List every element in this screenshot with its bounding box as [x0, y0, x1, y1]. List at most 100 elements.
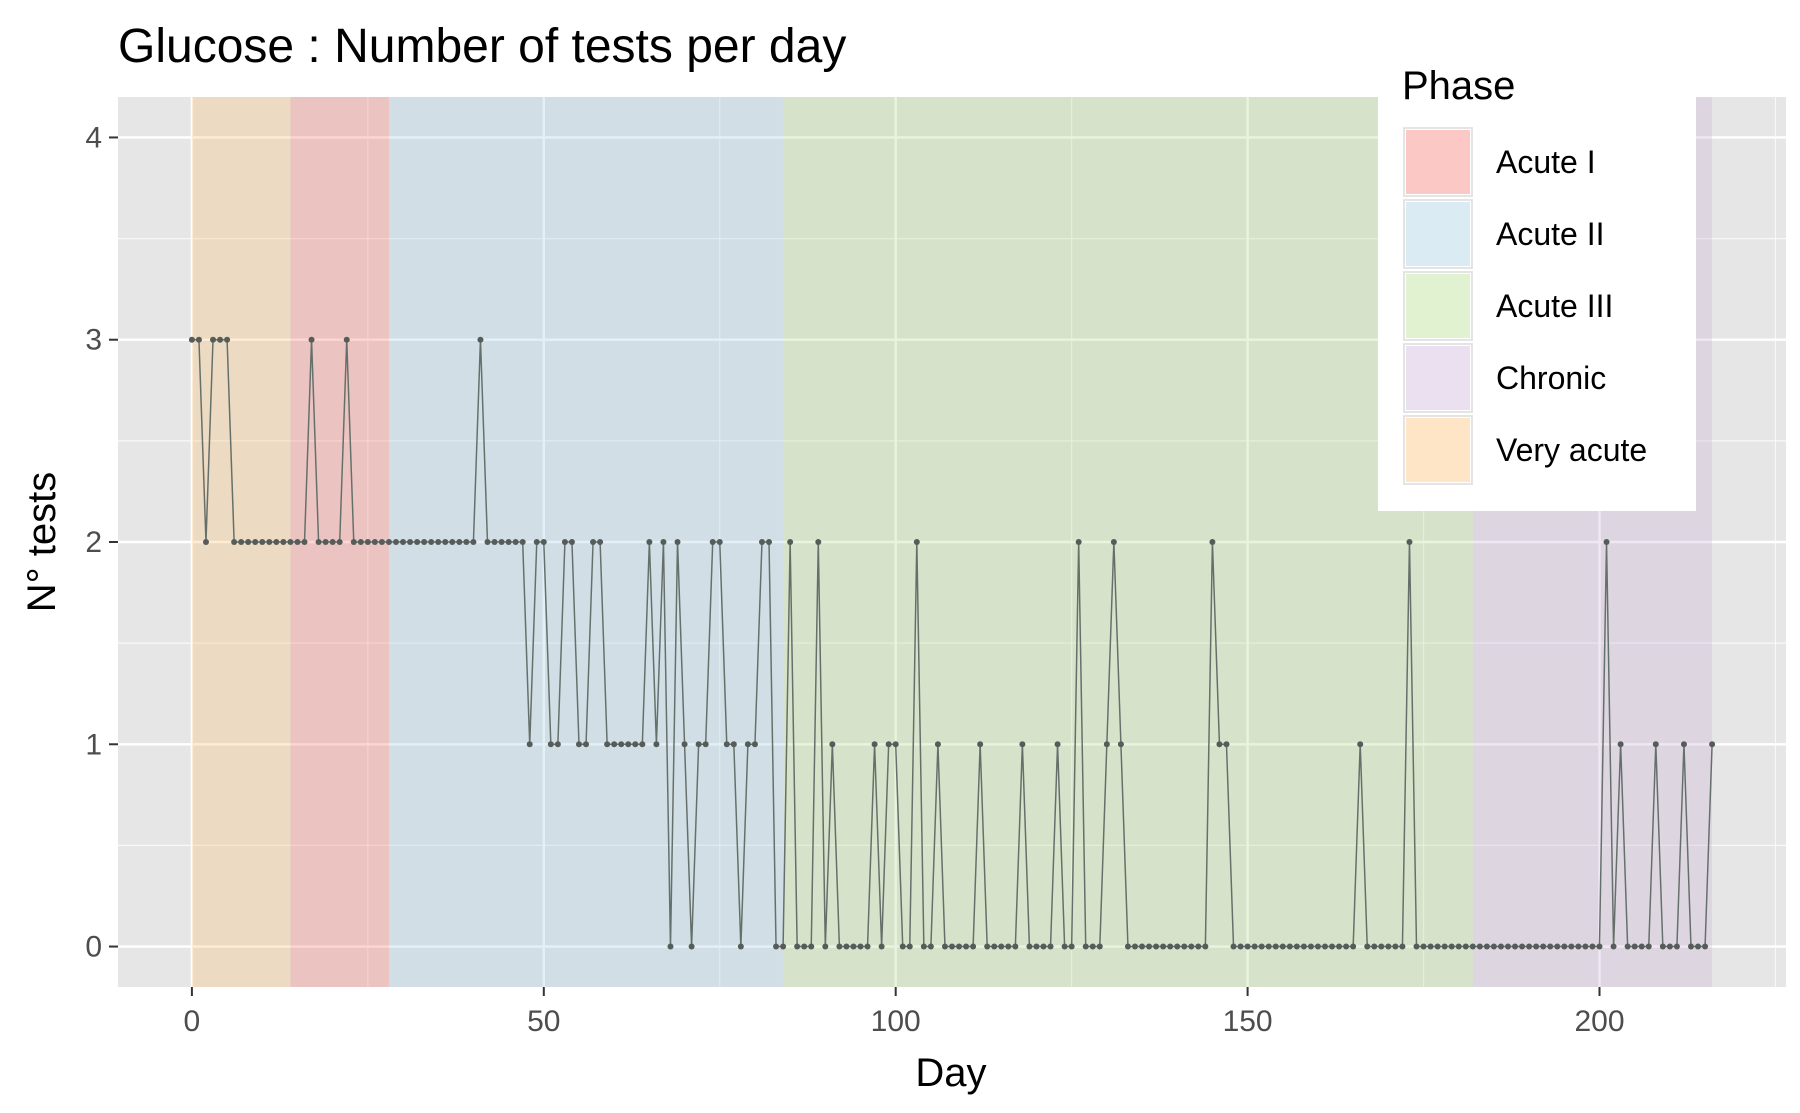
- legend-key-swatch: [1406, 130, 1470, 194]
- data-point: [1512, 943, 1519, 950]
- data-point: [1385, 943, 1392, 950]
- x-tick-label: 50: [527, 1005, 560, 1038]
- data-point: [1490, 943, 1497, 950]
- data-point: [350, 539, 357, 545]
- data-point: [688, 943, 695, 950]
- data-point: [364, 539, 371, 545]
- legend-key-swatch: [1406, 346, 1470, 410]
- data-point: [1026, 943, 1033, 950]
- data-point: [1124, 943, 1131, 950]
- data-point: [1075, 539, 1082, 545]
- data-point: [1160, 943, 1167, 950]
- data-point: [815, 539, 822, 545]
- data-point: [1709, 741, 1716, 748]
- legend-label: Chronic: [1496, 360, 1606, 396]
- data-point: [1673, 943, 1680, 950]
- legend-key-border: [1403, 343, 1473, 413]
- data-point: [435, 539, 442, 545]
- legend-key-border: [1403, 199, 1473, 269]
- data-point: [1279, 943, 1286, 950]
- data-point: [1505, 943, 1511, 950]
- data-point: [1117, 741, 1124, 748]
- data-point: [1223, 741, 1230, 748]
- data-point: [632, 741, 639, 748]
- legend: Phase Acute I Acute II Acute III Chronic Very…: [1378, 55, 1696, 511]
- data-point: [773, 943, 780, 950]
- data-point: [758, 539, 765, 545]
- data-point: [505, 539, 512, 545]
- data-point: [1575, 943, 1582, 950]
- data-point: [378, 539, 385, 545]
- data-point: [1695, 943, 1702, 950]
- x-tick-label: 150: [1223, 1005, 1273, 1038]
- data-point: [1237, 943, 1244, 950]
- data-point: [1434, 943, 1441, 950]
- data-point: [1096, 943, 1103, 950]
- data-point: [407, 539, 414, 545]
- legend-key-swatch: [1406, 202, 1470, 266]
- data-point: [1082, 943, 1089, 950]
- data-point: [294, 539, 301, 545]
- data-point: [1153, 943, 1160, 950]
- data-point: [1103, 741, 1110, 748]
- data-point: [829, 741, 836, 748]
- data-point: [1624, 943, 1631, 950]
- data-point: [1265, 943, 1272, 950]
- data-point: [477, 336, 484, 343]
- data-point: [210, 336, 217, 343]
- data-point: [934, 741, 941, 748]
- data-point: [1617, 741, 1624, 748]
- y-tick-label: 3: [85, 324, 102, 357]
- legend-label: Very acute: [1496, 432, 1647, 468]
- data-point: [998, 943, 1005, 950]
- data-point: [618, 741, 625, 748]
- legend-key-border: [1403, 415, 1473, 485]
- data-point: [1089, 943, 1096, 950]
- y-tick-label: 1: [85, 728, 102, 761]
- data-point: [1652, 741, 1659, 748]
- data-point: [1357, 741, 1364, 748]
- data-point: [442, 539, 449, 545]
- data-point: [554, 741, 561, 748]
- data-point: [597, 539, 604, 545]
- data-point: [308, 336, 315, 343]
- data-point: [1047, 943, 1054, 950]
- data-point: [561, 539, 568, 545]
- legend-key-border: [1403, 127, 1473, 197]
- data-point: [850, 943, 857, 950]
- y-tick-label: 0: [85, 931, 102, 964]
- data-point: [1540, 943, 1547, 950]
- data-point: [266, 539, 273, 545]
- data-point: [217, 336, 224, 343]
- data-point: [1392, 943, 1399, 950]
- data-point: [646, 539, 653, 545]
- data-point: [843, 943, 850, 950]
- data-point: [1350, 943, 1357, 950]
- data-point: [1258, 943, 1265, 950]
- data-point: [1610, 943, 1617, 950]
- data-point: [674, 539, 681, 545]
- data-point: [245, 539, 252, 545]
- data-point: [1054, 741, 1061, 748]
- legend-label: Acute I: [1496, 144, 1596, 180]
- data-point: [590, 539, 597, 545]
- data-point: [1110, 539, 1117, 545]
- data-point: [864, 943, 871, 950]
- data-point: [913, 539, 920, 545]
- phase-band-acute-iii: [783, 97, 1473, 987]
- data-point: [787, 539, 794, 545]
- data-point: [822, 943, 829, 950]
- data-point: [1519, 943, 1526, 950]
- data-point: [871, 741, 878, 748]
- data-point: [195, 336, 202, 343]
- data-point: [1702, 943, 1709, 950]
- data-point: [766, 539, 773, 545]
- x-tick-label: 100: [871, 1005, 921, 1038]
- data-point: [188, 336, 195, 343]
- data-point: [252, 539, 259, 545]
- data-point: [878, 943, 885, 950]
- data-point: [1307, 943, 1314, 950]
- y-tick-label: 4: [85, 121, 102, 154]
- data-point: [1364, 943, 1371, 950]
- data-point: [393, 539, 399, 545]
